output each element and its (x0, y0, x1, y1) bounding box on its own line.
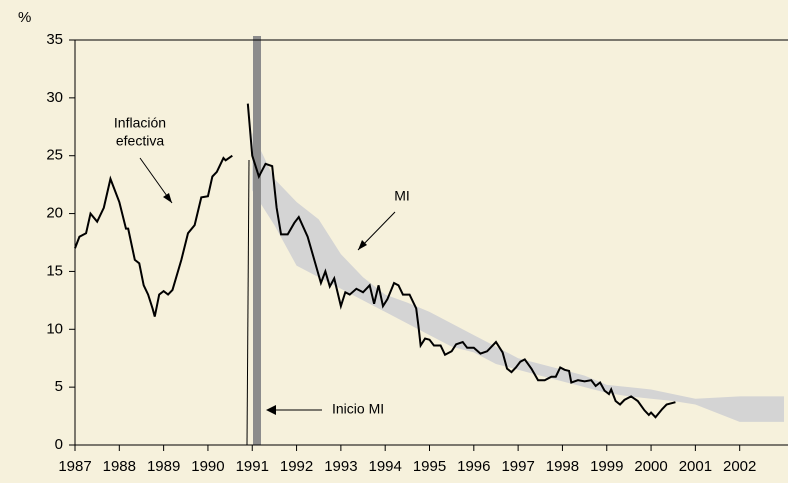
x-tick-label: 1994 (369, 458, 402, 475)
y-tick-label: 25 (46, 147, 63, 164)
x-tick-label: 1991 (236, 458, 269, 475)
annotation: Inicio MI (332, 401, 384, 417)
marker-line (246, 159, 250, 446)
y-tick-label: 15 (46, 262, 63, 279)
mi-start-bar (253, 36, 261, 445)
x-tick-label: 1999 (590, 458, 623, 475)
arrow-head (163, 193, 172, 203)
y-tick-label: 30 (46, 89, 63, 106)
y-tick-label: 10 (46, 320, 63, 337)
y-tick-label: 0 (55, 436, 63, 453)
x-tick-label: 1988 (103, 458, 136, 475)
x-tick-label: 1992 (280, 458, 313, 475)
x-tick-label: 1987 (58, 458, 91, 475)
y-tick-label: 5 (55, 378, 63, 395)
inflation-line (74, 103, 676, 419)
x-tick-label: 1993 (324, 458, 357, 475)
y-tick-label: 35 (46, 31, 63, 48)
annotation: Inflación (114, 115, 166, 131)
x-tick-label: 1990 (191, 458, 224, 475)
x-tick-label: 1998 (546, 458, 579, 475)
x-tick-label: 1989 (147, 458, 180, 475)
target-band (252, 132, 784, 422)
x-tick-label: 1995 (413, 458, 446, 475)
x-tick-label: 2002 (723, 458, 756, 475)
x-tick-label: 1997 (501, 458, 534, 475)
y-axis-label: % (18, 9, 31, 26)
arrow-head (266, 405, 276, 415)
annotation: MI (394, 188, 410, 204)
arrow-head (358, 240, 367, 250)
x-tick-label: 2000 (634, 458, 667, 475)
x-tick-label: 1996 (457, 458, 490, 475)
annotation: efectiva (116, 133, 164, 149)
y-tick-label: 20 (46, 205, 63, 222)
x-tick-label: 2001 (679, 458, 712, 475)
